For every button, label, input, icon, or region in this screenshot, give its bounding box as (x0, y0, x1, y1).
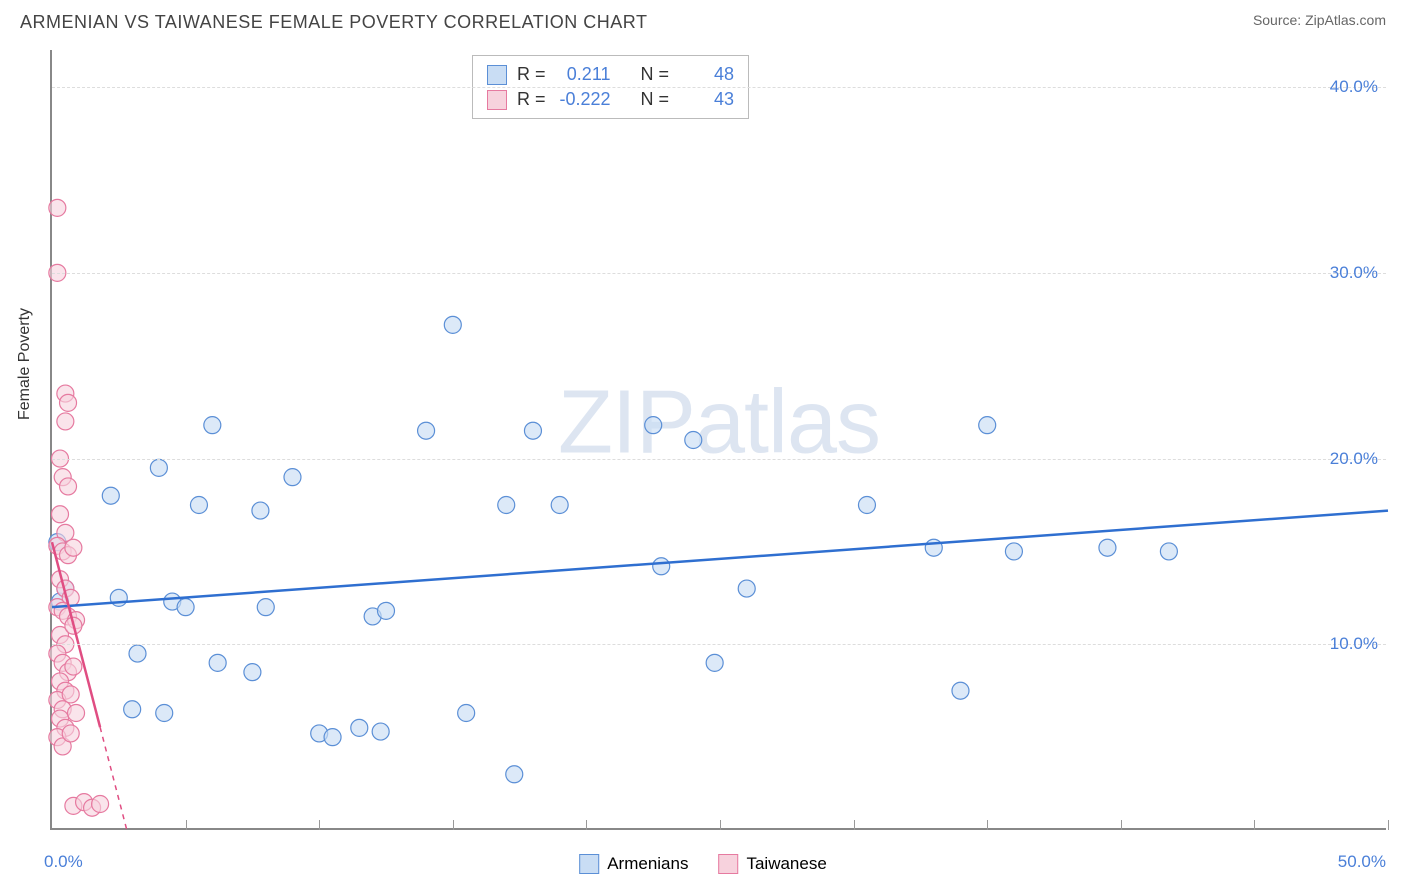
scatter-point (284, 469, 301, 486)
scatter-point (979, 417, 996, 434)
gridline-h (52, 459, 1386, 460)
trend-line-dashed (100, 727, 127, 830)
x-tick (987, 820, 988, 830)
x-tick (319, 820, 320, 830)
legend-swatch (718, 854, 738, 874)
scatter-point (204, 417, 221, 434)
scatter-point (49, 199, 66, 216)
scatter-point (952, 682, 969, 699)
scatter-point (378, 602, 395, 619)
stat-label-n: N = (641, 64, 670, 85)
gridline-h (52, 273, 1386, 274)
scatter-point (60, 478, 77, 495)
x-tick (1388, 820, 1389, 830)
bottom-legend: Armenians Taiwanese (579, 854, 827, 874)
scatter-point (177, 599, 194, 616)
x-tick (453, 820, 454, 830)
scatter-point (351, 719, 368, 736)
x-tick (186, 820, 187, 830)
stat-value-n: 43 (679, 89, 734, 110)
source-label: Source: ZipAtlas.com (1253, 12, 1386, 28)
legend-item: Taiwanese (718, 854, 826, 874)
scatter-point (458, 705, 475, 722)
stat-label-r: R = (517, 89, 546, 110)
scatter-point (60, 394, 77, 411)
legend-label: Taiwanese (746, 854, 826, 874)
scatter-point (1099, 539, 1116, 556)
x-tick-max: 50.0% (1338, 852, 1386, 872)
stats-row: R = 0.211 N = 48 (487, 62, 734, 87)
scatter-point (685, 432, 702, 449)
x-tick (1121, 820, 1122, 830)
x-tick (720, 820, 721, 830)
stat-label-r: R = (517, 64, 546, 85)
scatter-point (645, 417, 662, 434)
y-tick-label: 40.0% (1330, 77, 1378, 97)
scatter-point (257, 599, 274, 616)
scatter-point (52, 506, 69, 523)
y-tick-label: 10.0% (1330, 634, 1378, 654)
gridline-h (52, 644, 1386, 645)
scatter-point (244, 664, 261, 681)
scatter-point (324, 729, 341, 746)
stat-value-n: 48 (679, 64, 734, 85)
x-tick (854, 820, 855, 830)
x-tick (1254, 820, 1255, 830)
scatter-point (65, 539, 82, 556)
scatter-point (129, 645, 146, 662)
x-tick-min: 0.0% (44, 852, 83, 872)
scatter-point (653, 558, 670, 575)
y-tick-label: 30.0% (1330, 263, 1378, 283)
legend-item: Armenians (579, 854, 688, 874)
scatter-point (1005, 543, 1022, 560)
stat-label-n: N = (641, 89, 670, 110)
legend-swatch (579, 854, 599, 874)
scatter-point (738, 580, 755, 597)
stat-value-r: -0.222 (556, 89, 611, 110)
gridline-h (52, 87, 1386, 88)
scatter-point (372, 723, 389, 740)
scatter-point (498, 497, 515, 514)
stat-value-r: 0.211 (556, 64, 611, 85)
scatter-point (124, 701, 141, 718)
scatter-point (102, 487, 119, 504)
trend-line (52, 511, 1388, 608)
legend-swatch (487, 90, 507, 110)
scatter-point (68, 705, 85, 722)
scatter-point (444, 316, 461, 333)
scatter-point (1160, 543, 1177, 560)
y-tick-label: 20.0% (1330, 449, 1378, 469)
scatter-point (706, 654, 723, 671)
scatter-point (65, 658, 82, 675)
legend-label: Armenians (607, 854, 688, 874)
scatter-point (524, 422, 541, 439)
scatter-point (190, 497, 207, 514)
x-tick (586, 820, 587, 830)
scatter-point (551, 497, 568, 514)
scatter-point (858, 497, 875, 514)
scatter-point (418, 422, 435, 439)
scatter-point (92, 796, 109, 813)
y-axis-label: Female Poverty (16, 308, 34, 420)
scatter-point (62, 686, 79, 703)
scatter-svg (52, 50, 1386, 828)
legend-swatch (487, 65, 507, 85)
chart-title: ARMENIAN VS TAIWANESE FEMALE POVERTY COR… (20, 12, 647, 33)
scatter-point (156, 705, 173, 722)
scatter-point (209, 654, 226, 671)
scatter-point (252, 502, 269, 519)
scatter-point (150, 459, 167, 476)
stats-row: R = -0.222 N = 43 (487, 87, 734, 112)
chart-plot-area: ZIPatlas R =0.211N =48R =-0.222N =43 (50, 50, 1386, 830)
scatter-point (57, 413, 74, 430)
scatter-point (506, 766, 523, 783)
scatter-point (62, 725, 79, 742)
